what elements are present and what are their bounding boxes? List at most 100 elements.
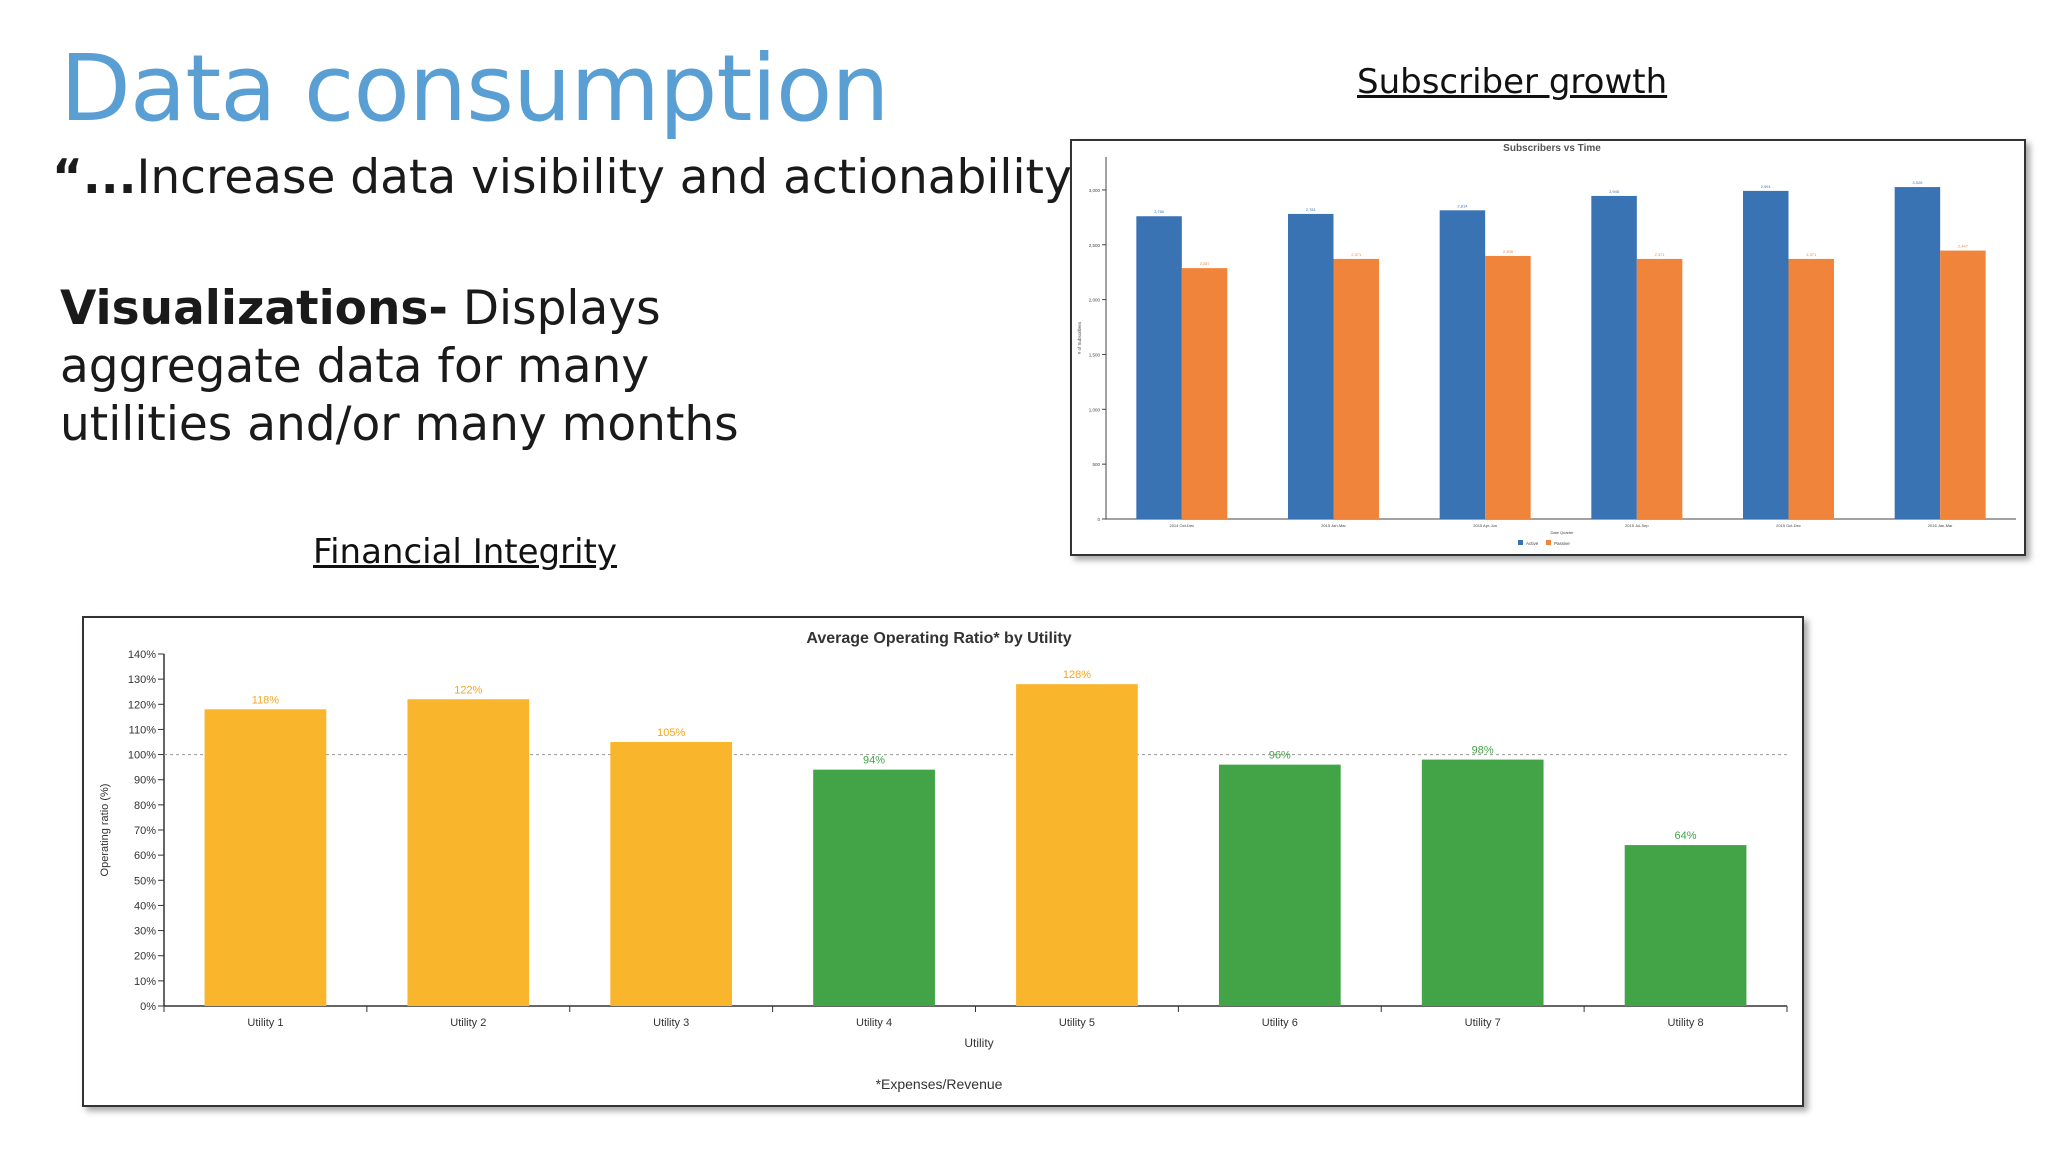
x-tick-label: 2015 Jul-Sep	[1625, 523, 1649, 528]
bar-value-label: 2,398	[1503, 249, 1514, 254]
x-axis-label: Date Quarter	[1550, 530, 1574, 535]
bar-passive-3	[1485, 255, 1531, 519]
x-tick-label: 2015 Apr-Jun	[1473, 523, 1497, 528]
y-axis-label: # of Subscribers	[1077, 321, 1082, 354]
x-tick-label: 2016 Jan-Mar	[1928, 523, 1953, 528]
y-tick-label: 110%	[129, 724, 157, 736]
x-tick-label: Utility 3	[653, 1017, 689, 1029]
bar-value-label: 3,026	[1912, 180, 1923, 185]
bar-active-5	[1743, 190, 1789, 519]
x-tick-label: Utility 5	[1059, 1017, 1095, 1029]
bar-value-label: 2,760	[1154, 209, 1165, 214]
y-tick-label: 40%	[134, 900, 156, 912]
x-axis-label: Utility	[964, 1036, 993, 1050]
bar-passive-1	[1181, 268, 1228, 519]
operating-ratio-chart: Average Operating Ratio* by Utility 0% 10%…	[99, 630, 1788, 1092]
quote: “...Increase data visibility and actiona…	[52, 150, 1103, 205]
bar-value-label: 2,447	[1958, 244, 1969, 249]
x-tick-label: 2014 Oct-Dec	[1169, 523, 1194, 528]
x-tick-label: Utility 7	[1465, 1017, 1501, 1029]
y-tick-label: 0%	[140, 1001, 156, 1013]
bar-value-label: 118%	[252, 694, 280, 706]
y-tick-label: 500	[1092, 462, 1100, 467]
bar-value-label: 105%	[657, 727, 685, 739]
subscriber-chart: Subscribers vs Time 0 500 1,000 1,500 2,000 2,…	[1077, 143, 2016, 546]
bar-4	[813, 769, 935, 1006]
y-tick-label: 120%	[128, 699, 156, 711]
bar-value-label: 2,945	[1609, 189, 1620, 194]
bar-passive-5	[1788, 258, 1834, 519]
bar-active-1	[1136, 216, 1182, 519]
bar-passive-6	[1940, 250, 1986, 519]
y-tick-label: 1,500	[1089, 352, 1101, 357]
bar-active-4	[1591, 195, 1637, 519]
subscriber-growth-caption[interactable]: Subscriber growth	[1357, 62, 1668, 102]
bar-value-label: 2,371	[1655, 252, 1666, 257]
bar-value-label: 2,371	[1806, 252, 1817, 257]
viz-heading: Visualizations-	[60, 281, 448, 336]
chart-title: Average Operating Ratio* by Utility	[806, 630, 1071, 647]
y-tick-label: 140%	[128, 649, 156, 661]
y-tick-label: 50%	[134, 875, 156, 887]
bar-value-label: 94%	[863, 755, 885, 767]
y-tick-label: 20%	[134, 951, 156, 963]
y-tick-label: 100%	[128, 750, 156, 762]
bar-5	[1016, 684, 1138, 1006]
bar-value-label: 122%	[454, 684, 482, 696]
y-tick-label: 30%	[134, 926, 156, 938]
bar-6	[1218, 764, 1341, 1006]
y-tick-label: 10%	[134, 976, 156, 988]
y-tick-label: 130%	[128, 674, 156, 686]
bar-value-label: 96%	[1269, 750, 1291, 762]
bar-1	[204, 709, 327, 1006]
bar-active-6	[1894, 187, 1941, 519]
legend-swatch-passive	[1546, 540, 1551, 545]
legend-label: Passive	[1554, 541, 1570, 546]
bar-value-label: 2,814	[1457, 203, 1468, 208]
bar-2	[407, 699, 530, 1006]
y-tick-label: 70%	[134, 825, 156, 837]
x-tick-label: Utility 2	[450, 1017, 486, 1029]
bar-value-label: 64%	[1675, 830, 1697, 842]
y-tick-label: 2,500	[1089, 243, 1101, 248]
x-tick-label: Utility 1	[247, 1017, 283, 1029]
slide-title: Data consumption	[60, 35, 890, 142]
y-tick-label: 60%	[134, 850, 156, 862]
x-tick-label: 2015 Jan-Mar	[1321, 523, 1346, 528]
quote-text: Increase data visibility and actionabili…	[136, 150, 1072, 205]
y-tick-label: 0	[1097, 517, 1100, 522]
legend-swatch-active	[1518, 540, 1523, 545]
chart-title: Subscribers vs Time	[1503, 143, 1601, 154]
visualizations-description: Visualizations- Displays aggregate data …	[60, 280, 820, 454]
x-tick-label: Utility 6	[1262, 1017, 1298, 1029]
y-tick-label: 3,000	[1089, 188, 1101, 193]
quote-open: “...	[52, 150, 137, 205]
bar-7	[1421, 759, 1544, 1006]
bar-active-2	[1288, 213, 1334, 519]
bar-passive-4	[1636, 258, 1683, 519]
legend-label: Active	[1526, 541, 1539, 546]
bar-active-3	[1439, 210, 1486, 519]
bar-value-label: 2,371	[1351, 252, 1362, 257]
bar-8	[1624, 845, 1747, 1006]
y-axis-label: Operating ratio (%)	[99, 784, 111, 877]
x-tick-label: 2015 Oct-Dec	[1776, 523, 1801, 528]
bar-value-label: 2,287	[1200, 261, 1211, 266]
subscriber-chart-panel: Subscribers vs Time 0 500 1,000 1,500 2,000 2,…	[1070, 139, 2026, 556]
x-tick-label: Utility 8	[1668, 1017, 1704, 1029]
chart-footnote: *Expenses/Revenue	[876, 1076, 1003, 1092]
bar-value-label: 98%	[1472, 745, 1494, 757]
bar-3	[610, 742, 733, 1006]
y-tick-label: 2,000	[1089, 298, 1101, 303]
bar-value-label: 128%	[1063, 669, 1091, 681]
operating-ratio-chart-panel: Average Operating Ratio* by Utility 0% 10%…	[82, 616, 1804, 1107]
financial-integrity-caption[interactable]: Financial Integrity	[313, 532, 617, 572]
bar-passive-2	[1333, 258, 1379, 519]
bar-value-label: 2,781	[1306, 207, 1317, 212]
y-tick-label: 80%	[134, 800, 156, 812]
x-tick-label: Utility 4	[856, 1017, 892, 1029]
y-tick-label: 1,000	[1089, 407, 1101, 412]
bar-value-label: 2,991	[1761, 184, 1772, 189]
viz-body: Displays aggregate data for many utiliti…	[60, 281, 739, 452]
y-tick-label: 90%	[134, 775, 156, 787]
